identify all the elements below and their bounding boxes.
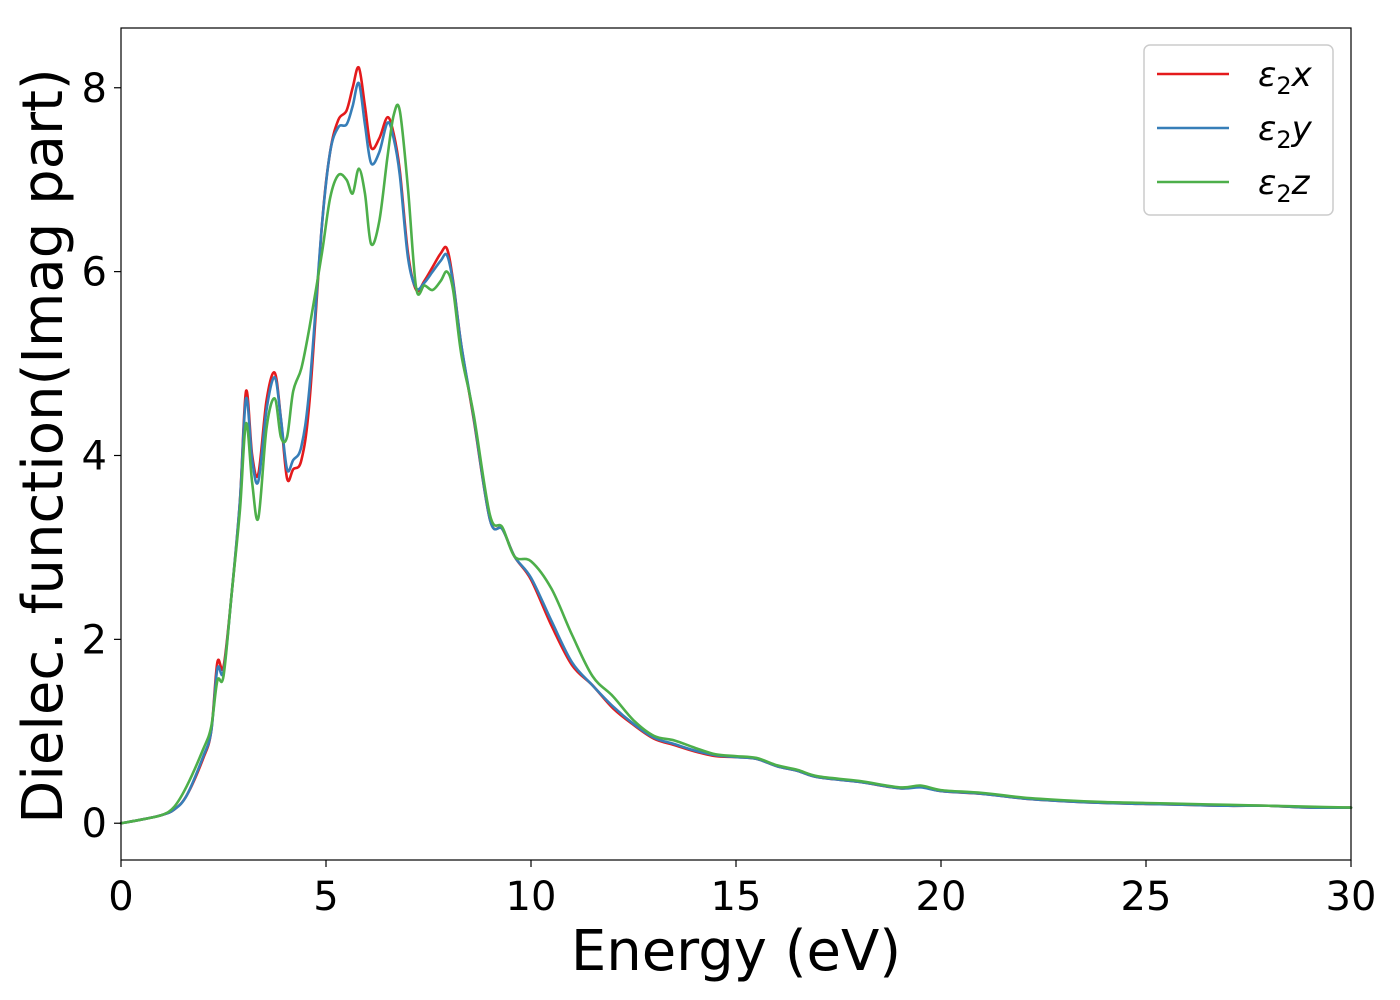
y-tick-label: 6 (82, 250, 107, 296)
y-axis-title: Dielec. function(Imag part) (11, 68, 76, 824)
legend-label-1: ε2x (1258, 55, 1313, 100)
x-axis-ticks: 0 5 10 15 20 25 30 (108, 860, 1376, 920)
x-tick-label: 5 (313, 874, 338, 920)
series-line-3 (119, 103, 1353, 825)
legend-label-2: ε2y (1258, 109, 1313, 154)
x-tick-label: 15 (711, 874, 762, 920)
y-tick-label: 8 (82, 66, 107, 112)
x-tick-label: 30 (1326, 874, 1377, 920)
y-tick-label: 0 (82, 801, 107, 847)
x-tick-label: 0 (108, 874, 133, 920)
y-tick-label: 2 (82, 617, 107, 663)
x-tick-label: 25 (1121, 874, 1172, 920)
series-layer (119, 65, 1353, 825)
y-axis-ticks: 0 2 4 6 8 (82, 66, 121, 847)
x-tick-label: 10 (506, 874, 557, 920)
legend-items: ε2x ε2y ε2z (1157, 55, 1313, 208)
y-tick-label: 4 (82, 433, 107, 479)
x-axis-title: Energy (eV) (571, 919, 901, 984)
legend: ε2x ε2y ε2z (1143, 44, 1334, 216)
legend-label-3: ε2z (1258, 163, 1311, 208)
legend-box (1143, 44, 1334, 216)
x-tick-label: 20 (916, 874, 967, 920)
